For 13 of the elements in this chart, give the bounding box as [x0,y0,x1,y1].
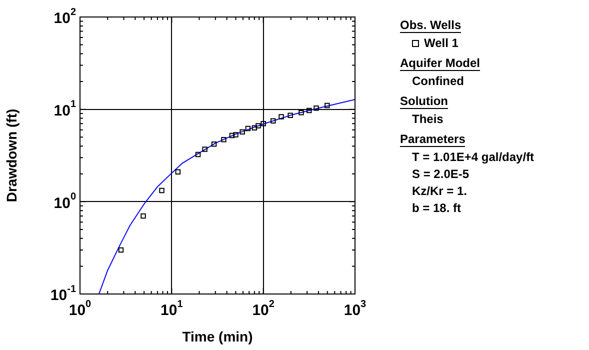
y-axis-title: Drawdown (ft) [3,108,20,202]
x-axis-title: Time (min) [182,328,253,344]
text: b = 18. ft [411,201,462,215]
legend-label: Well 1 [424,36,458,50]
text: S = 2.0E-5 [411,167,470,181]
text: Confined [411,74,465,88]
legend-title: Obs. Wells [400,18,462,33]
text: T = 1.01E+4 gal/day/ft [411,150,534,164]
text: Aquifer Model [400,56,480,71]
text: Kz/Kr = 1. [411,184,468,198]
text: Theis [411,112,444,126]
text: Parameters [400,132,466,147]
text: Solution [400,94,448,109]
